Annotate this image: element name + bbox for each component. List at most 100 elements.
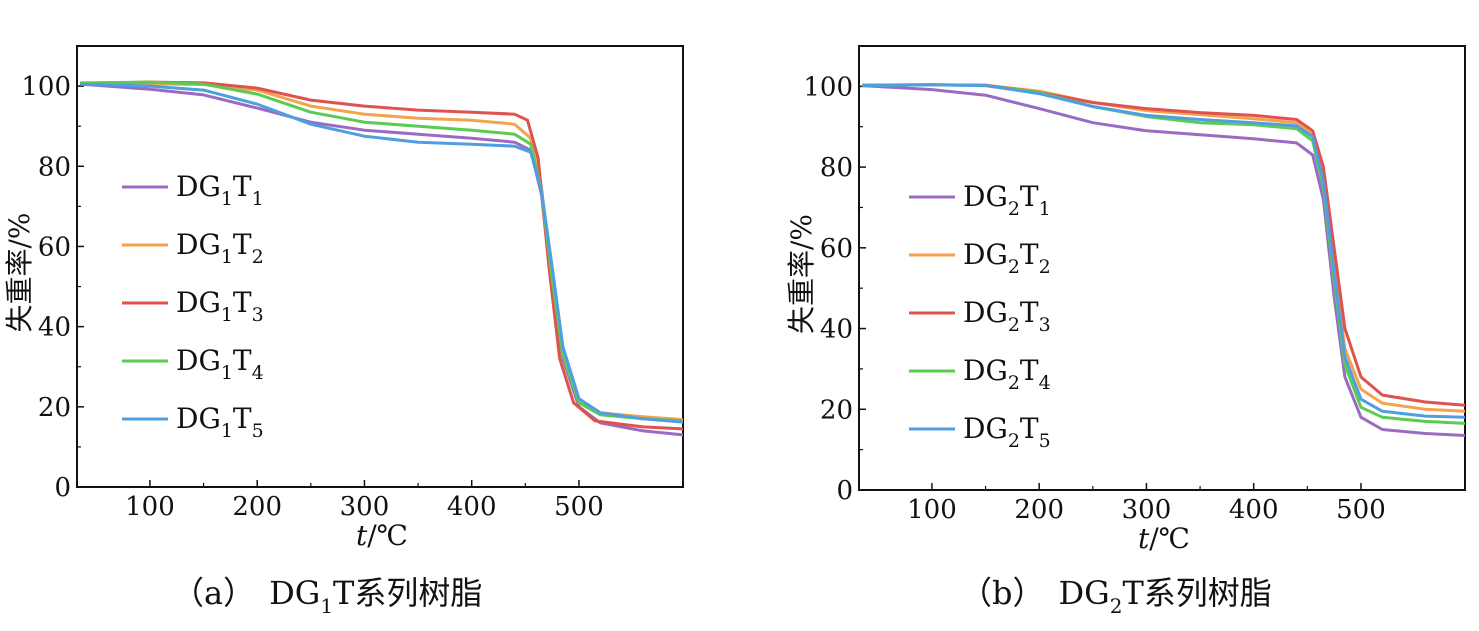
x-axis-title-italic: t <box>356 519 368 552</box>
panel-caption: （a） DG1T系列树脂 <box>172 574 482 618</box>
legend-label-sub: 5 <box>252 420 264 442</box>
chart-panel-b: 100 200 300 400 500 0 20 40 60 80 100 t/℃ 失重率/% DG2T1… <box>785 45 1466 618</box>
legend-label-main: DG <box>963 296 1008 329</box>
legend-label-5: DG2T5 <box>963 412 1051 452</box>
y-tick-label: 80 <box>38 152 71 182</box>
y-tick-label: 100 <box>21 72 71 102</box>
x-axis-title-unit: /℃ <box>367 519 408 552</box>
legend-label-sub: 2 <box>1008 314 1020 336</box>
y-tick-label: 40 <box>820 315 853 345</box>
legend-label-sub: 4 <box>252 362 264 384</box>
legend-label-sub: 1 <box>221 188 233 210</box>
x-tick-label: 100 <box>907 495 957 525</box>
legend-label-t: T <box>233 402 252 435</box>
y-tick-label: 0 <box>54 473 71 503</box>
legend-label-t: T <box>1020 180 1039 213</box>
legend-label-3: DG2T3 <box>963 296 1051 336</box>
x-tick-label: 400 <box>447 492 497 522</box>
x-axis-title-italic: t <box>1138 522 1150 555</box>
legend-label-t: T <box>1020 238 1039 271</box>
legend-label-t: T <box>1020 296 1039 329</box>
legend-label-sub: 2 <box>252 246 264 268</box>
y-axis-title: 失重率/% <box>3 212 36 332</box>
legend-label-sub: 2 <box>1008 372 1020 394</box>
legend-label-main: DG <box>963 354 1008 387</box>
legend-label-5: DG1T5 <box>176 402 264 442</box>
y-tick-label: 20 <box>820 395 853 425</box>
legend-label-3: DG1T3 <box>176 286 264 326</box>
series-line-5 <box>862 83 1465 419</box>
series-line-2 <box>862 83 1465 413</box>
legend-label-sub: 5 <box>1039 430 1051 452</box>
series-line-3 <box>80 80 683 431</box>
legend-label-main: DG <box>176 344 221 377</box>
x-axis-title-unit: /℃ <box>1149 522 1190 555</box>
chart-panel-a: 100 200 300 400 500020406080100t/℃失重率/%DG1T1… <box>3 45 684 618</box>
x-axis-title: t/℃ <box>356 519 408 552</box>
legend-label-t: T <box>233 228 252 261</box>
caption-name-rest: T系列树脂 <box>333 574 482 612</box>
legend-label-sub: 3 <box>252 304 264 326</box>
caption-name-main: DG <box>1059 574 1110 612</box>
legend-label-main: DG <box>963 180 1008 213</box>
series-line-1 <box>862 84 1465 437</box>
legend-label-sub: 1 <box>221 420 233 442</box>
legend-label-sub: 1 <box>221 362 233 384</box>
caption-name-sub: 1 <box>320 594 333 618</box>
series-line-2 <box>80 82 683 422</box>
y-tick-label: 20 <box>38 393 71 423</box>
legend-label-4: DG2T4 <box>963 354 1051 394</box>
legend-label-sub: 1 <box>221 304 233 326</box>
legend-label-sub: 2 <box>1008 256 1020 278</box>
legend-label-sub: 2 <box>1039 256 1051 278</box>
x-tick-label: 400 <box>1229 495 1279 525</box>
caption-name-sub: 2 <box>1110 594 1123 618</box>
legend-label-sub: 1 <box>252 188 264 210</box>
y-tick-label: 80 <box>820 153 853 183</box>
legend-label-t: T <box>233 170 252 203</box>
legend-label-1: DG2T1 <box>963 180 1051 220</box>
legend-label-2: DG2T2 <box>963 238 1051 278</box>
x-tick-label: 500 <box>1336 495 1386 525</box>
legend-label-t: T <box>233 344 252 377</box>
legend-label-1: DG1T1 <box>176 170 264 210</box>
plot-frame <box>858 45 1466 491</box>
legend-label-t: T <box>233 286 252 319</box>
y-axis-title: 失重率/% <box>785 214 818 334</box>
y-tick-label: 60 <box>820 234 853 264</box>
y-tick-label: 100 <box>803 72 853 102</box>
caption-name-rest: T系列树脂 <box>1122 574 1271 612</box>
legend-label-sub: 1 <box>221 246 233 268</box>
legend-label-main: DG <box>176 402 221 435</box>
legend-label-main: DG <box>176 170 221 203</box>
legend-label-2: DG1T2 <box>176 228 264 268</box>
x-tick-label: 300 <box>1122 495 1172 525</box>
x-tick-label: 200 <box>232 492 282 522</box>
x-tick-label: 200 <box>1014 495 1064 525</box>
x-tick-label: 500 <box>554 492 604 522</box>
legend-label-t: T <box>1020 412 1039 445</box>
x-tick-label: 300 <box>340 492 390 522</box>
series-line-5 <box>80 82 683 424</box>
legend-label-sub: 2 <box>1008 430 1020 452</box>
panel-caption: （b） DG2T系列树脂 <box>960 574 1272 618</box>
y-tick-label: 60 <box>38 232 71 262</box>
legend-label-sub: 2 <box>1008 198 1020 220</box>
x-tick-label: 100 <box>125 492 175 522</box>
legend-label-sub: 4 <box>1039 372 1051 394</box>
legend-label-4: DG1T4 <box>176 344 264 384</box>
legend-label-main: DG <box>963 238 1008 271</box>
y-tick-label: 40 <box>38 313 71 343</box>
legend-label-main: DG <box>176 286 221 319</box>
legend-label-t: T <box>1020 354 1039 387</box>
caption-prefix: （b） <box>960 574 1045 612</box>
legend-label-sub: 3 <box>1039 314 1051 336</box>
series-line-4 <box>80 80 683 423</box>
x-axis-title: t/℃ <box>1138 522 1190 555</box>
legend-label-main: DG <box>963 412 1008 445</box>
y-tick-label: 0 <box>836 476 853 506</box>
plot-frame <box>76 45 684 488</box>
